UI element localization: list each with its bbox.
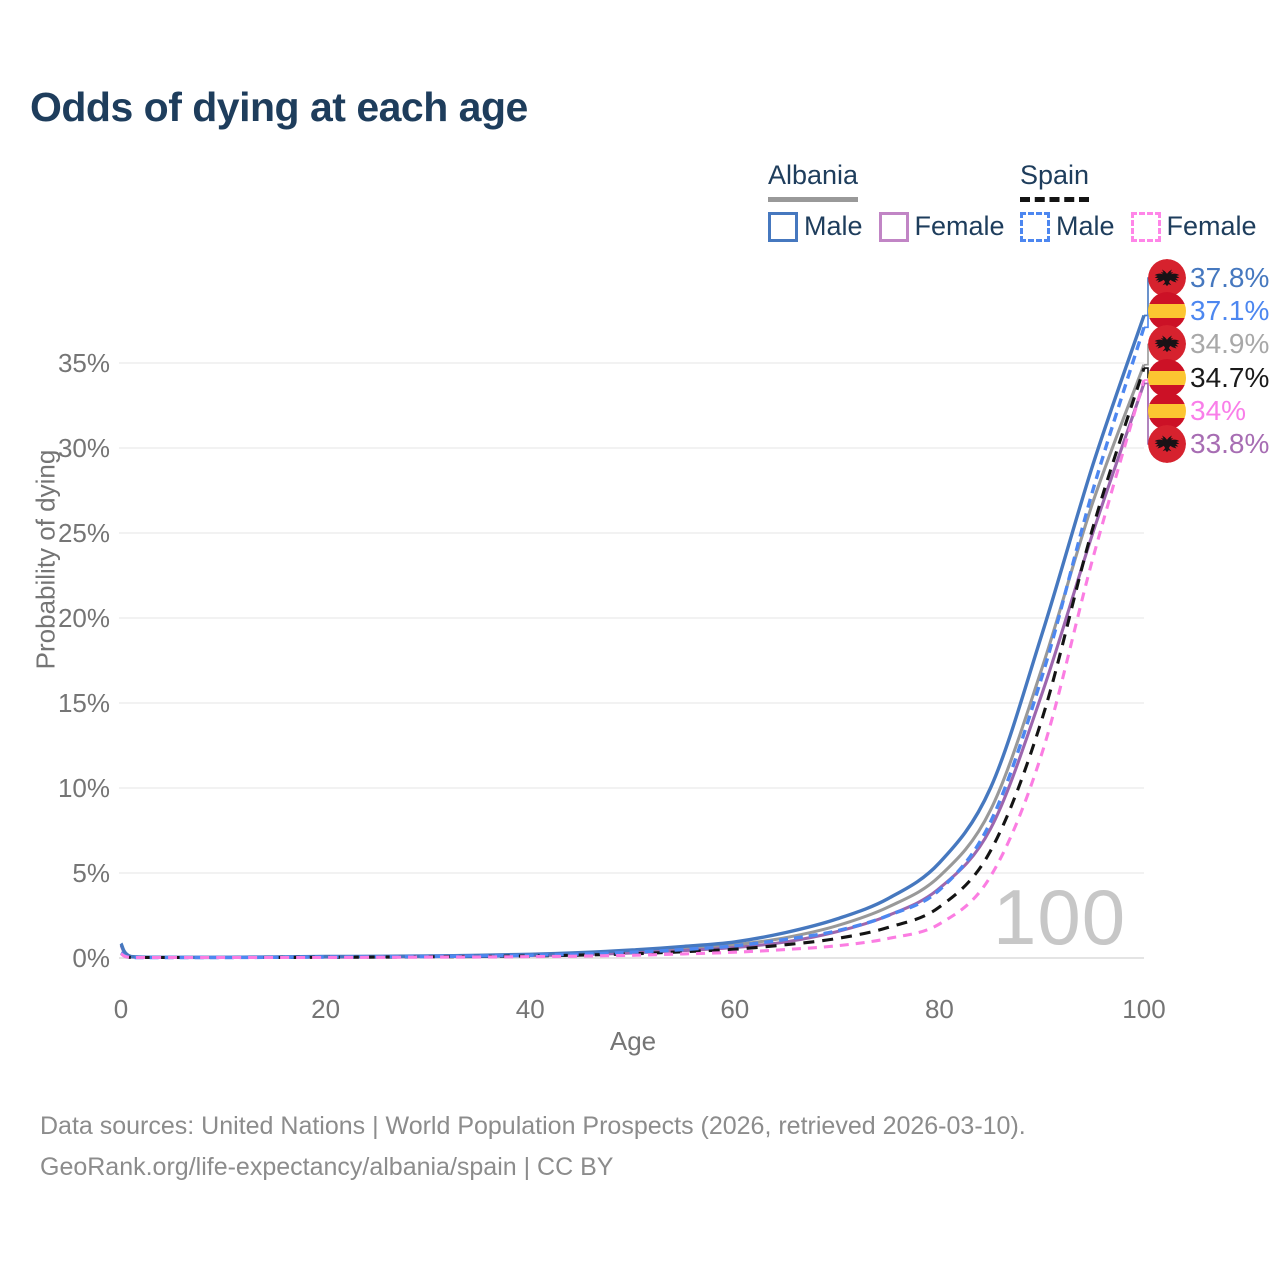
- end-label-row-albania-male: 37.8%: [1148, 259, 1269, 297]
- x-tick-label: 0: [114, 994, 128, 1024]
- age-watermark: 100: [993, 873, 1127, 961]
- footer: Data sources: United Nations | World Pop…: [40, 1106, 1026, 1188]
- legend-label-albania-female: Female: [914, 211, 1005, 241]
- legend-items-albania: Male Female: [768, 211, 1005, 242]
- legend-item-albania-male[interactable]: Male: [768, 211, 863, 242]
- end-label-value: 34.9%: [1190, 328, 1270, 360]
- end-label-value: 34.7%: [1190, 361, 1270, 393]
- legend-item-spain-male[interactable]: Male: [1020, 211, 1115, 242]
- legend-label-spain-female: Female: [1166, 211, 1257, 241]
- x-tick-label: 80: [925, 994, 954, 1024]
- y-tick-label: 25%: [58, 518, 110, 548]
- legend-swatch-albania-male: [768, 211, 798, 242]
- x-tick-label: 40: [516, 994, 545, 1024]
- y-tick-label: 35%: [58, 348, 110, 378]
- end-label-value: 37.1%: [1190, 295, 1270, 327]
- y-tick-label: 10%: [58, 773, 110, 803]
- y-tick-label: 30%: [58, 433, 110, 463]
- spain-flag-icon: [1148, 292, 1186, 331]
- legend-swatch-spain-female: [1130, 211, 1161, 242]
- y-tick-label: 0%: [72, 943, 110, 973]
- legend-items-spain: Male Female: [1020, 211, 1257, 242]
- end-label-value: 34%: [1190, 394, 1247, 426]
- legend-country-spain[interactable]: Spain: [1020, 160, 1090, 202]
- spain-flag-icon: [1148, 358, 1186, 397]
- series-line-albania-female[interactable]: [119, 382, 1146, 960]
- end-label-row-spain-male: 37.1%: [1148, 292, 1270, 331]
- end-label-row-albania: 34.9%: [1148, 325, 1270, 364]
- page-title: Odds of dying at each age: [30, 84, 528, 130]
- end-label-row-spain: 34.7%: [1148, 358, 1270, 397]
- spain-flag-icon: [1148, 391, 1186, 430]
- x-tick-label: 100: [1122, 994, 1165, 1024]
- series-line-spain-male[interactable]: [120, 326, 1146, 960]
- legend-label-albania-male: Male: [804, 211, 863, 241]
- series-line-spain-female[interactable]: [120, 379, 1146, 960]
- legend-item-albania-female[interactable]: Female: [878, 211, 1005, 242]
- footer-attribution: GeoRank.org/life-expectancy/albania/spai…: [40, 1153, 614, 1181]
- legend-swatch-albania-female: [878, 211, 909, 242]
- x-tick-label: 20: [311, 994, 340, 1024]
- end-label-row-spain-female: 34%: [1148, 391, 1247, 430]
- albania-flag-icon: [1148, 425, 1186, 463]
- legend-label-spain-male: Male: [1056, 211, 1115, 241]
- x-tick-label: 60: [720, 994, 749, 1024]
- end-label-value: 33.8%: [1190, 428, 1270, 459]
- legend-group-albania: Albania Male Female: [768, 160, 1005, 242]
- y-axis-title: Probability of dying: [30, 449, 61, 670]
- legend-swatch-spain-male: [1020, 211, 1050, 242]
- end-label-value: 37.8%: [1190, 262, 1270, 293]
- y-tick-label: 15%: [58, 688, 110, 718]
- legend-group-spain: Spain Male Female: [1020, 160, 1257, 242]
- series-line-albania[interactable]: [119, 364, 1146, 959]
- albania-flag-icon: [1148, 325, 1186, 364]
- end-label-row-albania-female: 33.8%: [1148, 425, 1269, 463]
- footer-data-sources: Data sources: United Nations | World Pop…: [40, 1112, 1026, 1140]
- legend-country-albania[interactable]: Albania: [768, 160, 859, 202]
- legend-item-spain-female[interactable]: Female: [1130, 211, 1257, 242]
- series-line-spain[interactable]: [120, 367, 1146, 960]
- y-tick-label: 5%: [72, 858, 110, 888]
- albania-flag-icon: [1148, 259, 1186, 297]
- series-line-albania-male[interactable]: [119, 314, 1146, 960]
- y-tick-label: 20%: [58, 603, 110, 633]
- x-axis-title: Age: [609, 1026, 657, 1056]
